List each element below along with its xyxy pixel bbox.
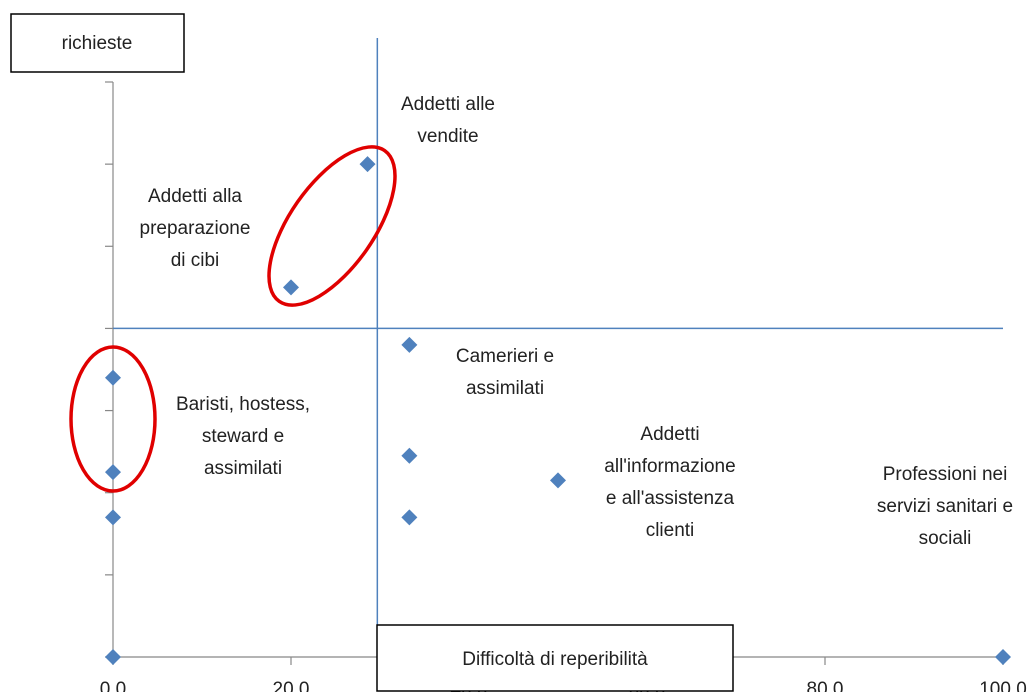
annotation: Addetti alla bbox=[148, 186, 242, 207]
annotation: e all'assistenza bbox=[606, 488, 735, 509]
y-axis-label: richieste bbox=[62, 33, 133, 54]
point bbox=[401, 509, 418, 526]
point bbox=[401, 447, 418, 464]
point bbox=[401, 336, 418, 353]
annotation: all'informazione bbox=[604, 456, 735, 477]
point bbox=[359, 156, 376, 173]
point bbox=[105, 509, 121, 526]
annotation: Professioni nei bbox=[883, 464, 1008, 485]
annotation: Baristi, hostess, bbox=[176, 394, 310, 415]
annotation: assimilati bbox=[204, 458, 282, 479]
annotation: assimilati bbox=[466, 378, 544, 399]
x-tick-label: 20,0 bbox=[273, 679, 310, 692]
highlight-ellipse bbox=[267, 145, 397, 307]
annotation: sociali bbox=[919, 528, 972, 549]
point bbox=[105, 369, 121, 386]
x-tick-label: 80,0 bbox=[807, 679, 844, 692]
point bbox=[995, 649, 1011, 665]
annotation: Addetti bbox=[640, 424, 699, 445]
annotation: vendite bbox=[417, 126, 478, 147]
y-label-box bbox=[10, 13, 185, 73]
x-tick-label: 0,0 bbox=[100, 679, 126, 692]
point bbox=[105, 649, 121, 665]
x-axis-label: Difficoltà di reperibilità bbox=[462, 649, 648, 670]
annotation: servizi sanitari e bbox=[877, 496, 1013, 517]
annotation: di cibi bbox=[171, 250, 220, 271]
point bbox=[550, 472, 566, 489]
annotation: Camerieri e bbox=[456, 346, 554, 367]
annotation: preparazione bbox=[140, 218, 251, 239]
annotation: clienti bbox=[646, 520, 695, 541]
annotation: Addetti alle bbox=[401, 94, 495, 115]
point bbox=[283, 279, 299, 296]
highlight-ellipse bbox=[69, 345, 157, 493]
x-tick-label: 100,0 bbox=[979, 679, 1027, 692]
point bbox=[105, 464, 121, 481]
annotation: steward e bbox=[202, 426, 284, 447]
x-label-box bbox=[376, 624, 734, 692]
